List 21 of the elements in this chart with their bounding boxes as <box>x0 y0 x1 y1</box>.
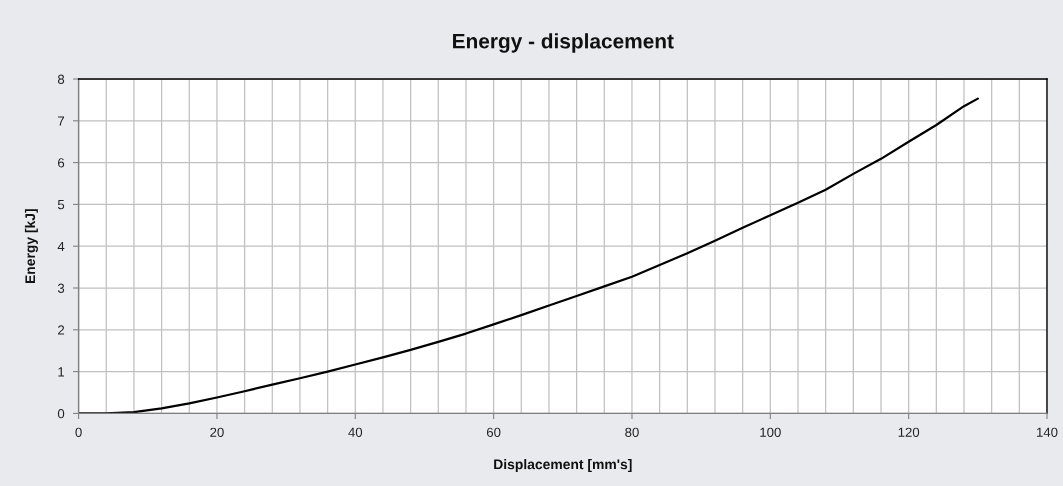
line-series <box>78 97 979 414</box>
x-tick-label: 60 <box>486 427 501 437</box>
y-tick-label: 3 <box>57 283 65 293</box>
y-tick-label: 4 <box>57 241 65 251</box>
x-tick-label: 40 <box>348 427 363 437</box>
y-tick-label: 8 <box>57 74 65 84</box>
x-tick-label: 100 <box>760 427 781 437</box>
y-tick-label: 5 <box>57 200 65 210</box>
x-axis-title: Displacement [mm's] <box>494 459 632 472</box>
y-tick-label: 1 <box>58 367 65 377</box>
y-tick-label: 0 <box>57 408 65 419</box>
y-tick-label: 2 <box>58 325 65 335</box>
y-axis-title: Energy [kJ] <box>24 209 38 284</box>
y-tick-label: 7 <box>58 116 65 126</box>
x-tick-label: 0 <box>75 427 82 437</box>
chart-title: Energy - displacement <box>453 33 674 53</box>
x-tick-label: 20 <box>210 427 224 437</box>
x-tick-label: 120 <box>898 427 920 437</box>
x-tick-label: 140 <box>1037 427 1058 437</box>
y-tick-label: 6 <box>58 158 65 168</box>
x-tick-label: 80 <box>625 427 639 437</box>
